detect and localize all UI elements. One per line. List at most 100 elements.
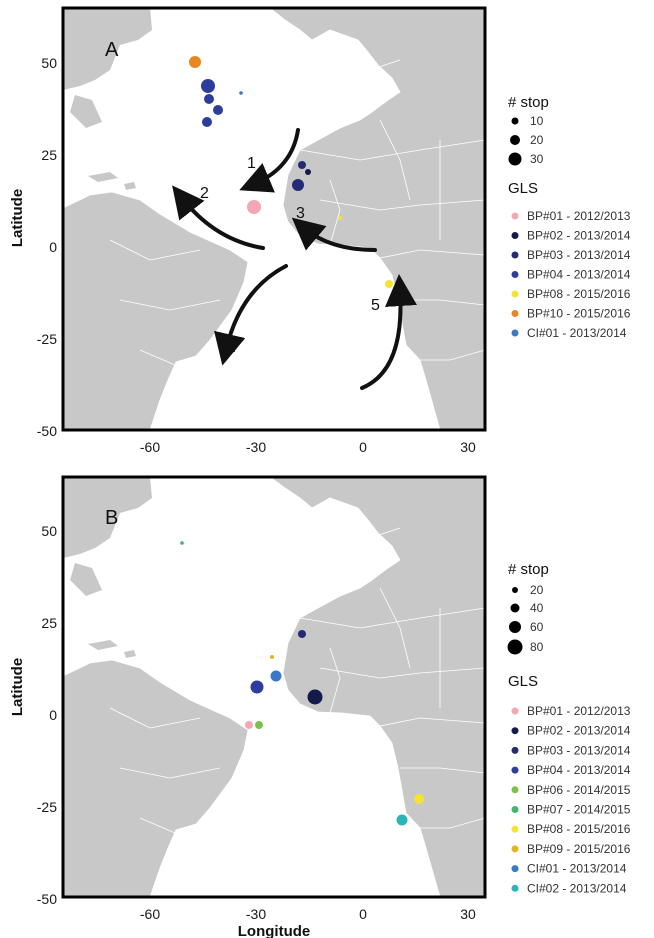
gls-legend-title-b: GLS <box>508 673 538 690</box>
size-key-b <box>509 621 521 633</box>
stop-point-bp03 <box>298 630 306 638</box>
country-borders-b <box>109 527 485 834</box>
y-tick-a: -25 <box>37 331 57 347</box>
gls-legend-title-a: GLS <box>508 180 538 197</box>
gls-legend-swatch <box>511 746 519 754</box>
gls-legend-swatch <box>511 707 519 715</box>
size-key-label-b: 40 <box>530 601 544 615</box>
size-key-label-a: 30 <box>530 152 544 166</box>
map-frame-b <box>61 475 487 899</box>
land-madagascar-b <box>472 786 485 836</box>
legend-b: # stop 20 40 60 80 GLS BP#01 - 2012/2013… <box>507 561 631 895</box>
gls-legend-swatch <box>511 766 519 774</box>
gls-legend-label: BP#01 - 2012/2013 <box>527 209 631 223</box>
route-arrows-a <box>172 128 417 390</box>
panel-label-a: A <box>105 39 119 61</box>
stop-point-bp09 <box>270 655 274 659</box>
legend-a: # stop 10 20 30 GLS BP#01 - 2012/2013BP#… <box>508 94 631 340</box>
gls-legend-swatch <box>511 884 519 892</box>
y-tick-b: 0 <box>49 707 57 723</box>
land-caribbean2-b <box>124 650 136 658</box>
gls-legend-label: BP#07 - 2014/2015 <box>527 803 631 817</box>
x-tick-a: 30 <box>460 439 476 455</box>
route-arrow-3 <box>291 217 377 252</box>
land-newfoundland-b <box>70 563 102 596</box>
y-tick-a: -50 <box>37 423 57 439</box>
stop-point-bp06 <box>255 721 263 729</box>
map-panel-a <box>61 6 487 432</box>
route-label-1: 1 <box>247 155 256 172</box>
y-axis-b: 50 25 0 -25 -50 <box>37 523 57 907</box>
gls-legend-swatch <box>511 290 519 298</box>
x-axis-a: -60 -30 0 30 <box>140 439 476 455</box>
stop-point-bp02 <box>307 689 323 705</box>
land-newfoundland-a <box>70 95 102 128</box>
gls-legend-swatch <box>511 310 519 317</box>
x-tick-b: -30 <box>246 906 266 922</box>
stop-point-bp02 <box>305 169 311 175</box>
y-axis-a: 50 25 0 -25 -50 <box>37 55 57 439</box>
gls-legend-label: BP#03 - 2013/2014 <box>527 743 631 757</box>
gls-legend-swatch <box>511 845 519 853</box>
stop-point-bp08 <box>385 280 393 288</box>
country-borders-a <box>109 59 485 366</box>
size-legend-title-a: # stop <box>508 94 549 111</box>
y-tick-a: 0 <box>49 239 57 255</box>
gls-legend-swatch <box>511 329 519 337</box>
land-layer-b <box>63 477 485 897</box>
stop-point-ci01 <box>270 670 282 682</box>
land-caribbean2-a <box>124 182 136 190</box>
land-europe-africa-a <box>269 8 485 430</box>
y-tick-a: 50 <box>41 55 57 71</box>
land-caribbean-a <box>88 172 118 182</box>
route-arrow-5 <box>360 274 417 390</box>
gls-legend-label: BP#06 - 2014/2015 <box>527 783 631 797</box>
stop-point-bp01 <box>245 721 253 729</box>
route-label-3: 3 <box>296 205 305 222</box>
gls-legend-swatch <box>511 727 519 735</box>
size-legend-title-b: # stop <box>508 561 549 578</box>
stop-point-bp10 <box>189 56 201 68</box>
stop-point-ci01 <box>239 91 243 95</box>
route-arrow-4 <box>214 264 288 366</box>
gls-legend-swatch <box>511 212 519 220</box>
gls-legend-label: BP#08 - 2015/2016 <box>527 822 631 836</box>
map-frame-a <box>61 6 487 432</box>
gls-legend-label: BP#01 - 2012/2013 <box>527 704 631 718</box>
stopover-points-b <box>180 541 424 826</box>
stop-point-ci02 <box>396 814 408 826</box>
size-key-label-b: 60 <box>530 620 544 634</box>
route-arrow-2 <box>172 185 265 250</box>
gls-legend-swatch <box>511 786 519 794</box>
gls-legend-label: CI#01 - 2013/2014 <box>527 862 627 876</box>
size-key-label-a: 20 <box>530 133 544 147</box>
size-key-a <box>511 117 519 125</box>
x-tick-b: 30 <box>460 906 476 922</box>
land-greenland-a <box>63 8 152 90</box>
size-key-label-b: 80 <box>530 640 544 654</box>
gls-legend-swatch <box>511 271 519 278</box>
y-axis-label-a: Latitude <box>9 189 26 247</box>
stop-point-bp04 <box>201 79 215 93</box>
x-axis-b: -60 -30 0 30 <box>140 906 476 922</box>
gls-legend-label: CI#02 - 2013/2014 <box>527 881 627 895</box>
land-caribbean-b <box>88 640 118 650</box>
size-key-a <box>510 135 520 145</box>
x-axis-label: Longitude <box>238 923 310 938</box>
x-tick-b: -60 <box>140 906 160 922</box>
stop-point-bp08 <box>338 216 342 220</box>
y-tick-b: -25 <box>37 799 57 815</box>
route-label-5: 5 <box>371 297 380 314</box>
stop-point-bp04 <box>250 680 264 694</box>
route-label-4: 4 <box>228 339 237 356</box>
x-tick-a: -30 <box>246 439 266 455</box>
land-madagascar-a <box>472 318 485 368</box>
land-greenland-b <box>63 477 152 558</box>
gls-legend-swatch <box>511 232 519 239</box>
size-key-b <box>510 603 520 613</box>
stop-point-bp08 <box>414 794 424 804</box>
size-key-b <box>512 587 518 593</box>
gls-legend-items-b: BP#01 - 2012/2013 BP#02 - 2013/2014 BP#03 … <box>511 704 631 895</box>
route-arrow-1 <box>239 128 300 193</box>
size-key-b <box>507 639 523 655</box>
